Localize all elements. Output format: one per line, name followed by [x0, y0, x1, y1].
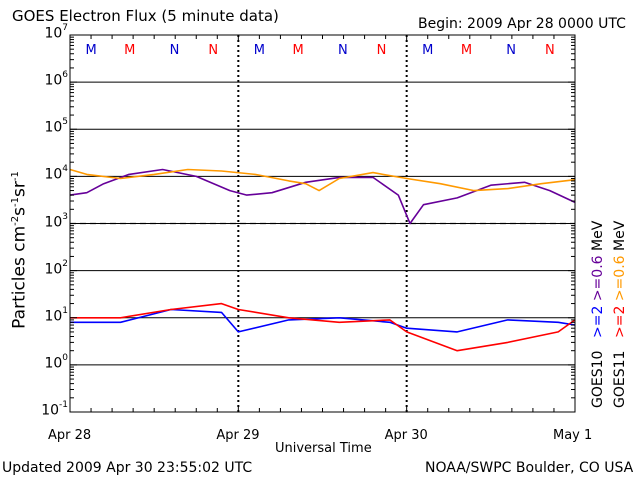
- y-tick-label: 106: [44, 70, 68, 89]
- legend-item: >=0.6: [590, 255, 606, 306]
- legend-item: >=0.6: [612, 255, 628, 306]
- axis-ticks: [69, 34, 576, 413]
- y-tick-label: 10-1: [41, 400, 68, 419]
- series-lines: [69, 168, 576, 352]
- source-credit: NOAA/SWPC Boulder, CO USA: [425, 460, 634, 476]
- noon-midnight-marker: N: [169, 43, 180, 58]
- noon-midnight-marker: N: [208, 43, 219, 58]
- legend-unit: MeV: [612, 220, 628, 256]
- noon-midnight-marker: M: [124, 43, 136, 58]
- noon-midnight-marker: N: [337, 43, 348, 58]
- noon-midnight-marker: N: [545, 43, 555, 58]
- legend-entries: >=2 >=0.6 MeV: [612, 221, 628, 338]
- legend-unit: MeV: [590, 220, 606, 256]
- legend-item: >=2: [590, 305, 606, 338]
- y-tick-label: 103: [44, 211, 68, 231]
- series-line-goes11: [70, 302, 576, 352]
- noon-midnight-marker: M: [422, 43, 434, 58]
- noon-midnight-marker: M: [253, 43, 265, 58]
- y-tick-label: 105: [44, 117, 68, 136]
- x-tick-label: Apr 28: [48, 428, 92, 443]
- x-tick-label: May 1: [553, 428, 593, 443]
- series-line-goes10: [69, 168, 576, 225]
- y-tick-label: 101: [44, 305, 68, 325]
- noon-midnight-marker: N: [506, 43, 517, 58]
- y-tick-label: 107: [44, 23, 68, 42]
- y-tick-label: 104: [44, 164, 68, 184]
- legend-entries: >=2 >=0.6 MeV: [590, 221, 606, 338]
- series-line-goes11: [69, 168, 576, 192]
- noon-midnight-marker: M: [85, 43, 97, 58]
- legend-satellite: GOES11: [612, 350, 628, 408]
- x-tick-label: Apr 29: [216, 428, 260, 443]
- begin-time: Begin: 2009 Apr 28 0000 UTC: [418, 16, 626, 32]
- y-tick-label: 102: [44, 258, 68, 278]
- noon-midnight-marker: N: [376, 43, 387, 58]
- updated-timestamp: Updated 2009 Apr 30 23:55:02 UTC: [2, 460, 253, 476]
- y-tick-label: 100: [44, 352, 68, 372]
- x-axis-label: Universal Time: [275, 441, 372, 456]
- noon-midnight-marker: M: [460, 43, 473, 58]
- chart-title: GOES Electron Flux (5 minute data): [12, 7, 279, 25]
- legend-item: >=2: [612, 305, 628, 338]
- legend-satellite: GOES10: [590, 350, 606, 408]
- y-axis-label: Particles cm-2s-1sr-1: [9, 171, 30, 329]
- noon-midnight-marker: M: [292, 43, 304, 58]
- x-tick-label: Apr 30: [384, 428, 428, 443]
